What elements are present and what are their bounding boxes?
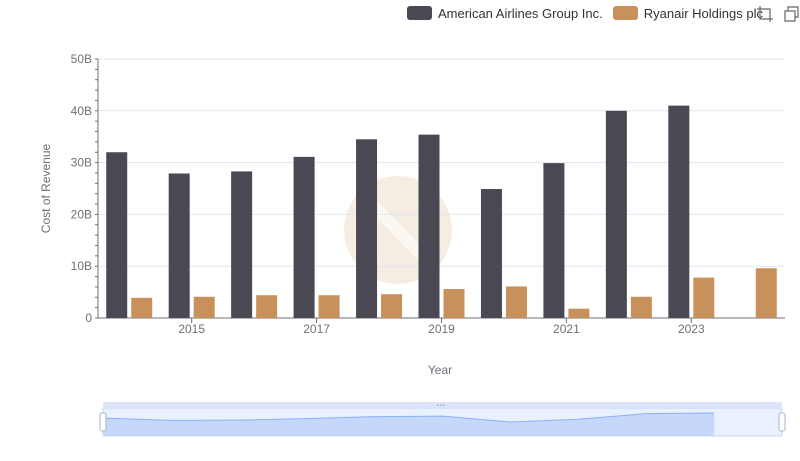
bar-american-airlines-2014 (106, 152, 128, 318)
bar-american-airlines-2023 (668, 105, 690, 319)
x-tick-label: 2015 (178, 322, 205, 336)
y-axis-title: Cost of Revenue (39, 143, 53, 233)
x-tick-label: 2017 (303, 322, 330, 336)
legend-item-american-airlines[interactable]: American Airlines Group Inc. (407, 6, 603, 21)
x-tick-label: 2021 (553, 322, 580, 336)
bar-ryanair-2016 (256, 295, 278, 318)
toolbox (747, 6, 799, 22)
datazoom-area (103, 413, 715, 436)
y-tick-label: 30B (71, 156, 92, 170)
bars (106, 105, 777, 319)
bar-american-airlines-2019 (418, 134, 440, 318)
datazoom-move-bar (103, 402, 782, 408)
bar-ryanair-2024 (755, 268, 777, 318)
bar-ryanair-2021 (568, 308, 590, 318)
legend: American Airlines Group Inc. Ryanair Hol… (407, 4, 773, 22)
y-tick-label: 40B (71, 104, 92, 118)
bar-american-airlines-2020 (480, 189, 502, 318)
data-zoom-icon[interactable] (757, 6, 773, 22)
legend-swatch-american-airlines (407, 6, 432, 20)
legend-swatch-ryanair (612, 6, 638, 20)
datazoom-handle-right[interactable] (778, 412, 786, 432)
datazoom-selection (103, 408, 782, 436)
bar-ryanair-2023 (693, 277, 715, 318)
bar-american-airlines-2022 (605, 110, 627, 318)
bar-american-airlines-2021 (543, 163, 565, 318)
bar-ryanair-2017 (318, 295, 340, 318)
y-tick-label: 50B (71, 52, 92, 66)
bar-ryanair-2022 (630, 296, 652, 318)
y-tick-label: 10B (71, 259, 92, 273)
datazoom-handle-left[interactable] (99, 412, 107, 432)
bar-ryanair-2019 (443, 288, 465, 318)
bar-american-airlines-2018 (356, 139, 378, 318)
bar-american-airlines-2016 (231, 171, 253, 318)
x-axis: 2015 2017 2019 2021 2023 (178, 318, 705, 336)
legend-label-american-airlines: American Airlines Group Inc. (438, 5, 603, 21)
bar-ryanair-2018 (381, 294, 403, 318)
datazoom-line (102, 412, 715, 423)
y-tick-label: 0 (85, 311, 92, 325)
y-axis: 0 10B 20B 30B 40B 50B (71, 52, 99, 325)
y-tick-label: 20B (71, 207, 92, 221)
bar-ryanair-2014 (131, 297, 153, 318)
x-tick-label: 2019 (428, 322, 455, 336)
bar-american-airlines-2015 (168, 173, 190, 318)
datazoom-grip (437, 404, 445, 406)
bar-ryanair-2020 (505, 286, 527, 318)
x-tick-label: 2023 (678, 322, 705, 336)
bar-ryanair-2015 (193, 296, 215, 318)
legend-label-ryanair: Ryanair Holdings plc (643, 5, 763, 21)
bar-american-airlines-2017 (293, 156, 315, 318)
x-axis-title: Year (428, 363, 452, 377)
datazoom-slider[interactable] (99, 402, 786, 437)
restore-icon[interactable] (783, 6, 799, 22)
legend-item-ryanair[interactable]: Ryanair Holdings plc (612, 5, 763, 21)
